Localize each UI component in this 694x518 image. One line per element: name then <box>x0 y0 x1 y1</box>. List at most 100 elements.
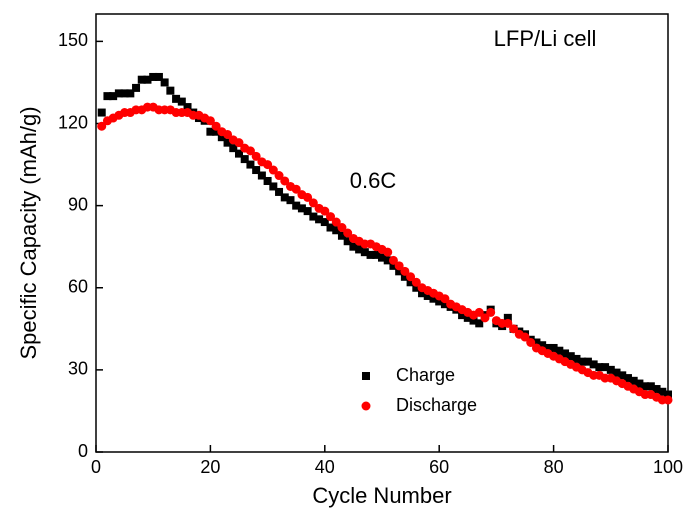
point <box>269 182 278 191</box>
point <box>292 201 301 210</box>
x-tick-label: 100 <box>653 457 683 477</box>
point <box>252 166 261 175</box>
point <box>97 121 107 131</box>
point <box>601 363 610 372</box>
point <box>337 231 346 240</box>
point <box>412 283 421 292</box>
point <box>280 176 290 186</box>
y-tick-label: 60 <box>68 277 88 297</box>
point <box>166 86 175 95</box>
point <box>103 92 112 101</box>
y-tick-label: 30 <box>68 359 88 379</box>
point <box>223 129 233 139</box>
point <box>286 196 295 205</box>
plot-frame <box>95 13 669 453</box>
y-tick-label: 0 <box>78 441 88 461</box>
point <box>572 354 581 363</box>
point <box>234 138 244 148</box>
point <box>183 103 192 112</box>
point <box>326 212 336 222</box>
point <box>320 206 330 216</box>
point <box>474 307 484 317</box>
point <box>268 165 278 175</box>
point <box>389 261 398 270</box>
x-tick-label: 40 <box>315 457 335 477</box>
point <box>229 144 238 153</box>
point <box>578 357 587 366</box>
point <box>509 324 519 334</box>
point <box>154 72 163 81</box>
point <box>320 218 329 227</box>
x-axis-label: Cycle Number <box>312 483 451 508</box>
point <box>343 228 353 238</box>
point <box>646 382 655 391</box>
point <box>274 171 284 181</box>
point <box>549 343 558 352</box>
point <box>177 97 186 106</box>
point <box>211 121 221 131</box>
point <box>440 300 449 309</box>
point <box>383 247 393 257</box>
point <box>372 250 381 259</box>
point <box>355 245 364 254</box>
point <box>349 242 358 251</box>
point <box>520 332 530 342</box>
point <box>532 338 541 347</box>
point <box>406 278 415 287</box>
point <box>618 371 627 380</box>
point <box>486 307 496 317</box>
point <box>326 223 335 232</box>
y-axis-label: Specific Capacity (mAh/g) <box>16 106 41 359</box>
point <box>337 223 347 233</box>
point <box>143 75 152 84</box>
point <box>606 365 615 374</box>
point <box>400 266 410 276</box>
point <box>235 149 243 158</box>
point <box>275 187 284 196</box>
legend-marker <box>361 401 371 411</box>
point <box>331 217 341 227</box>
point <box>629 376 638 385</box>
x-tick-label: 0 <box>91 457 101 477</box>
point <box>595 363 604 372</box>
point <box>566 352 575 361</box>
point <box>652 385 661 394</box>
point <box>463 313 472 322</box>
point <box>538 341 547 350</box>
y-tick-label: 90 <box>68 194 88 214</box>
y-tick-label: 150 <box>58 30 88 50</box>
point <box>309 212 318 221</box>
point <box>664 390 672 399</box>
point <box>589 360 598 369</box>
point <box>223 138 232 147</box>
point <box>411 277 421 287</box>
point <box>555 346 564 355</box>
point <box>406 272 416 282</box>
point <box>280 193 289 202</box>
point <box>257 171 266 180</box>
point <box>429 294 438 303</box>
point <box>458 311 467 320</box>
point <box>132 83 141 92</box>
point <box>97 108 106 117</box>
point <box>583 357 592 366</box>
point <box>291 184 301 194</box>
point <box>561 349 570 358</box>
legend-label: Discharge <box>396 395 477 415</box>
point <box>663 395 673 405</box>
point <box>612 368 621 377</box>
point <box>315 215 324 224</box>
point <box>245 146 255 156</box>
point <box>120 89 129 98</box>
point <box>394 261 404 271</box>
point <box>543 343 552 352</box>
point <box>423 291 432 300</box>
point <box>418 289 427 298</box>
point <box>435 297 444 306</box>
x-tick-label: 80 <box>544 457 564 477</box>
legend-marker <box>362 372 370 380</box>
point <box>635 379 644 388</box>
point <box>205 116 215 126</box>
point <box>303 192 313 202</box>
point <box>109 92 118 101</box>
